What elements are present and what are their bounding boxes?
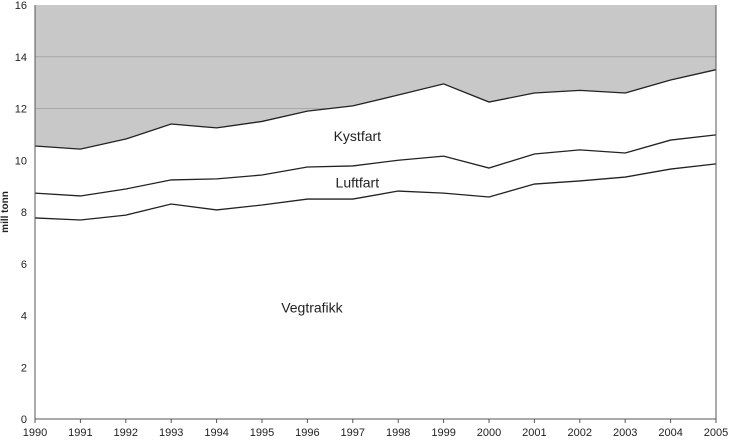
y-tick-label: 6: [21, 259, 27, 271]
x-tick-label: 1992: [114, 427, 138, 438]
series-label-vegtrafikk: Vegtrafikk: [281, 300, 343, 316]
x-tick-label: 1999: [431, 427, 455, 438]
y-tick-label: 8: [21, 207, 27, 219]
y-axis-label: mill tonn: [0, 191, 11, 233]
y-tick-label: 16: [15, 0, 27, 12]
series-label-luftfart: Luftfart: [336, 175, 380, 191]
y-tick-label: 14: [15, 52, 27, 64]
x-tick-label: 2001: [522, 427, 546, 438]
x-tick-label: 2000: [477, 427, 501, 438]
x-tick-label: 1997: [341, 427, 365, 438]
y-tick-label: 10: [15, 155, 27, 167]
x-tick-label: 2003: [613, 427, 637, 438]
x-tick-label: 1990: [23, 427, 47, 438]
y-tick-label: 4: [21, 311, 27, 323]
y-tick-label: 12: [15, 104, 27, 116]
x-tick-label: 1993: [159, 427, 183, 438]
x-tick-label: 1996: [295, 427, 319, 438]
y-tick-label: 0: [21, 414, 27, 426]
x-tick-label: 2002: [568, 427, 592, 438]
x-tick-label: 1995: [250, 427, 274, 438]
x-tick-label: 1991: [68, 427, 92, 438]
series-label-kystfart: Kystfart: [334, 128, 382, 144]
x-tick-label: 1994: [204, 427, 228, 438]
y-tick-label: 2: [21, 362, 27, 374]
x-tick-label: 2004: [658, 427, 682, 438]
x-tick-label: 1998: [386, 427, 410, 438]
x-tick-label: 2005: [704, 427, 728, 438]
